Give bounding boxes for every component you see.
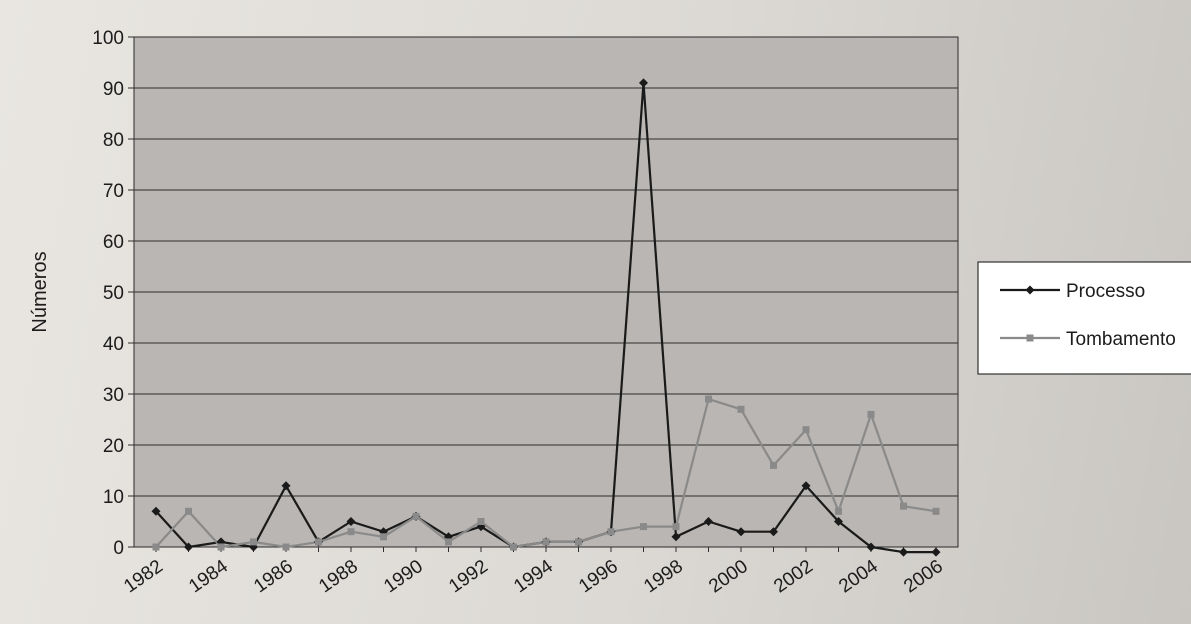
point-tombamento-2005	[900, 502, 907, 510]
point-processo-2005	[899, 547, 908, 557]
y-tick-label-10: 10	[103, 487, 124, 508]
legend-label-tombamento: Tombamento	[1066, 329, 1176, 350]
point-tombamento-2003	[835, 507, 842, 515]
legend-items: Processo Tombamento	[1000, 281, 1176, 350]
y-tick-label-80: 80	[103, 130, 124, 151]
y-tick-label-0: 0	[113, 538, 124, 559]
point-tombamento-2002	[802, 426, 810, 434]
point-tombamento-1999	[705, 395, 712, 403]
point-processo-1982	[151, 506, 161, 516]
x-tick-label-1984: 1984	[185, 556, 232, 598]
point-tombamento-2001	[770, 461, 777, 469]
point-tombamento-1988	[347, 528, 355, 536]
point-tombamento-1992	[477, 518, 485, 525]
x-tick-label-1992: 1992	[445, 556, 492, 597]
point-processo-2001	[769, 527, 778, 537]
point-tombamento-2000	[737, 405, 745, 413]
y-tick-label-50: 50	[103, 283, 124, 304]
point-tombamento-2006	[932, 507, 940, 515]
y-tick-label-40: 40	[103, 334, 124, 355]
y-tick-label-70: 70	[103, 181, 124, 202]
x-tick-label-1988: 1988	[315, 556, 362, 597]
point-tombamento-1996	[607, 528, 615, 536]
y-tick-label-60: 60	[103, 232, 124, 253]
point-tombamento-1990	[412, 512, 420, 520]
point-tombamento-1993	[510, 543, 517, 551]
y-tick-label-20: 20	[103, 436, 124, 457]
point-tombamento-2004	[867, 410, 875, 418]
legend-marker-tombamento	[1026, 334, 1034, 342]
point-tombamento-1983	[185, 507, 192, 515]
point-processo-1986	[281, 481, 291, 491]
point-tombamento-1995	[575, 538, 582, 546]
y-tick-labels: 0 10 20 30 40 50 60 70 80 90 100	[92, 28, 134, 559]
point-processo-1983	[184, 542, 193, 552]
gridlines	[134, 87, 958, 497]
x-tick-labels: 1982 1984 1986 1988 1990 1992 1994 1996 1998 2000…	[120, 547, 947, 597]
point-tombamento-1986	[282, 543, 290, 551]
x-tick-label-1986: 1986	[250, 556, 297, 597]
x-tick-label-1996: 1996	[575, 556, 622, 597]
point-tombamento-1994	[542, 538, 550, 546]
point-processo-1999	[704, 517, 713, 526]
y-tick-label-90: 90	[103, 79, 124, 100]
point-processo-2004	[866, 542, 876, 552]
y-tick-label-30: 30	[103, 385, 124, 406]
point-tombamento-1998	[672, 523, 680, 531]
point-tombamento-1989	[380, 533, 387, 541]
point-tombamento-1997	[640, 523, 647, 531]
series-markers	[151, 78, 941, 557]
y-axis-label: Números	[29, 251, 51, 332]
legend-box	[977, 261, 1191, 375]
legend-label-processo: Processo	[1066, 281, 1145, 302]
legend: Processo Tombamento	[977, 261, 1191, 375]
x-tick-label-2004: 2004	[835, 556, 882, 598]
point-tombamento-1991	[445, 538, 452, 546]
x-tick-label-2002: 2002	[770, 556, 817, 597]
point-processo-1997	[639, 78, 648, 88]
y-tick-label-100: 100	[92, 28, 124, 49]
x-tick-label-1982: 1982	[120, 556, 167, 597]
x-tick-label-2000: 2000	[705, 556, 752, 597]
point-processo-2006	[931, 547, 941, 557]
x-tick-label-1990: 1990	[380, 556, 427, 597]
point-tombamento-1985	[250, 538, 257, 546]
point-processo-2000	[736, 527, 746, 537]
point-tombamento-1987	[315, 538, 322, 546]
point-tombamento-1982	[152, 543, 160, 551]
point-tombamento-1984	[217, 543, 225, 551]
point-processo-2002	[801, 481, 811, 491]
point-processo-1998	[671, 532, 681, 542]
legend-marker-processo	[1025, 285, 1035, 295]
point-processo-2003	[834, 517, 843, 526]
x-tick-label-2006: 2006	[900, 556, 947, 597]
x-tick-label-1994: 1994	[510, 556, 557, 598]
point-processo-1988	[346, 517, 356, 526]
x-tick-label-1998: 1998	[640, 556, 687, 597]
